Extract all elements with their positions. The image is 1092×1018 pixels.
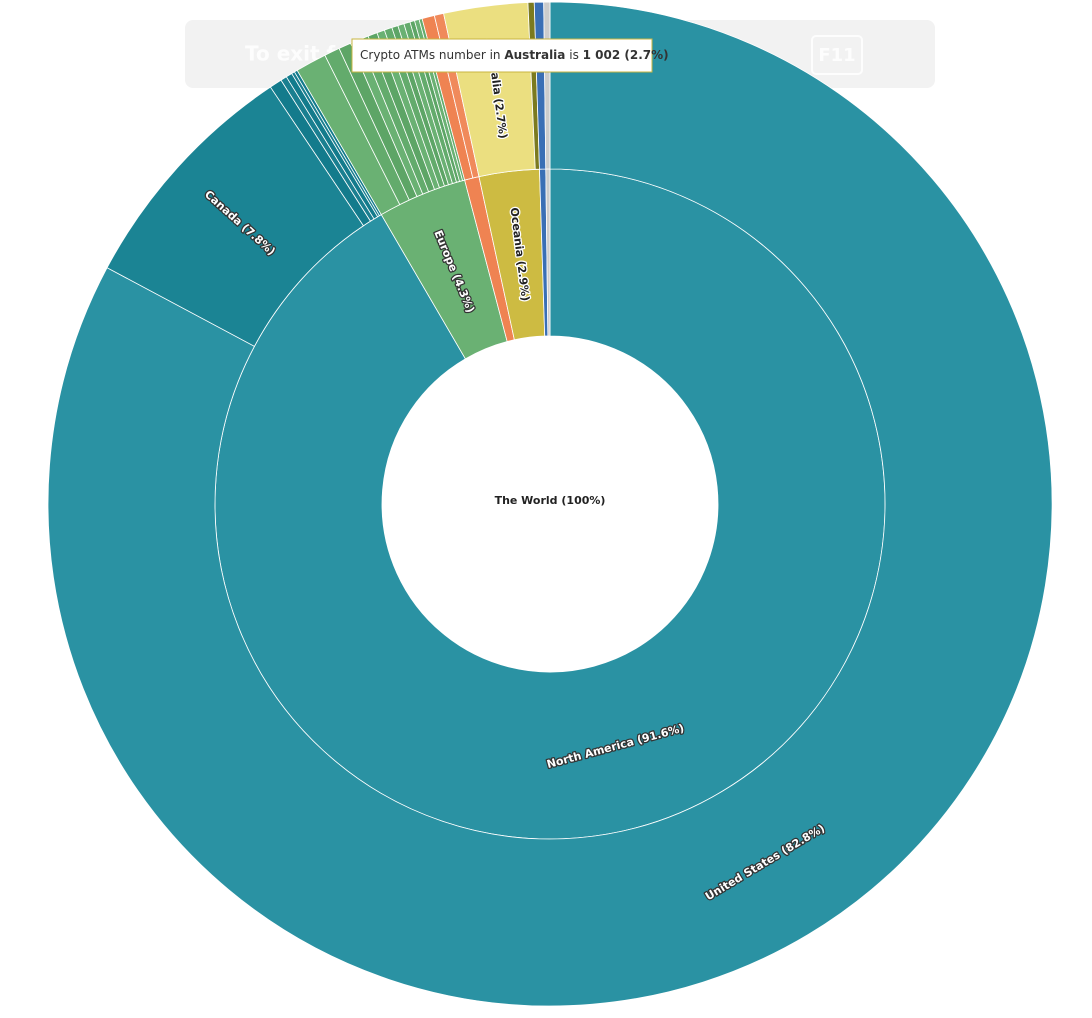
notice-key: F11 — [818, 45, 855, 66]
center-label: The World (100%) — [495, 494, 606, 507]
tooltip-box — [351, 38, 653, 73]
tooltip-text: Crypto ATMs number in Australia is 1 002… — [360, 48, 669, 62]
slice — [47, 1, 1053, 1007]
tooltip-before: Crypto ATMs number in — [360, 48, 501, 62]
tooltip-country: Australia — [504, 48, 565, 62]
sunburst — [47, 1, 1053, 1007]
tooltip: Crypto ATMs number in Australia is 1 002… — [351, 38, 669, 73]
center — [382, 336, 718, 672]
tooltip-middle: is — [569, 48, 579, 62]
notice-key-box — [811, 35, 863, 75]
tooltip-value: 1 002 (2.7%) — [583, 48, 669, 62]
